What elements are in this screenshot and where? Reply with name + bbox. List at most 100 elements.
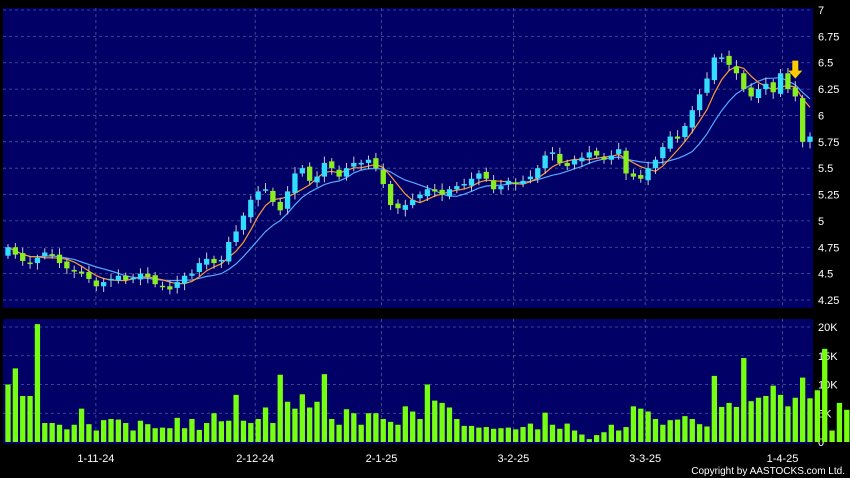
candle-body xyxy=(351,162,357,167)
volume-bar xyxy=(667,420,673,442)
candle-body xyxy=(564,162,570,167)
candle-body xyxy=(358,162,364,165)
price-tick-label: 4.5 xyxy=(818,269,833,281)
volume-bar xyxy=(586,439,592,442)
candle-body xyxy=(101,282,107,287)
volume-bar xyxy=(101,420,107,442)
volume-bar xyxy=(446,407,453,442)
volume-bar xyxy=(748,401,754,442)
candle-body xyxy=(12,247,19,255)
candle-body xyxy=(549,152,556,154)
candle-body xyxy=(432,189,438,192)
candle-body xyxy=(329,161,335,169)
candle-body xyxy=(505,180,511,185)
volume-bar xyxy=(593,435,600,442)
volume-panel: 05K10K15K20K xyxy=(3,319,850,449)
volume-bar xyxy=(711,375,717,442)
candle-body xyxy=(498,186,504,190)
volume-bar xyxy=(314,401,320,442)
candle-body xyxy=(189,273,195,276)
volume-bar xyxy=(181,428,188,442)
volume-bar xyxy=(638,408,644,442)
volume-bar xyxy=(174,417,180,442)
volume-bar xyxy=(27,396,33,442)
candle-body xyxy=(86,272,92,279)
candle-body xyxy=(557,153,563,163)
volume-bar xyxy=(741,358,747,442)
volume-bar xyxy=(719,406,725,442)
x-tick-label: 3-2-25 xyxy=(497,453,529,465)
candle-body xyxy=(5,247,11,256)
volume-bar xyxy=(483,427,489,442)
volume-bar xyxy=(86,424,92,442)
candle-body xyxy=(240,215,247,230)
volume-bar xyxy=(454,419,460,442)
volume-bar xyxy=(726,402,732,442)
x-axis: 1-11-24 2-12-24 2-1-25 3-2-25 3-3-25 1-4-25 xyxy=(77,453,798,465)
candle-body xyxy=(34,257,41,264)
x-tick-label: 3-3-25 xyxy=(629,453,661,465)
volume-bar xyxy=(689,419,695,442)
candle-body xyxy=(292,173,298,193)
volume-bar xyxy=(34,324,41,442)
candle-body xyxy=(696,94,703,111)
candle-body xyxy=(56,254,63,264)
volume-bar xyxy=(159,427,166,442)
volume-bar xyxy=(763,396,769,442)
volume-bar xyxy=(351,413,357,442)
candle-body xyxy=(645,168,651,181)
candle-body xyxy=(571,159,578,165)
candle-body xyxy=(307,166,313,181)
candle-body xyxy=(130,277,136,280)
volume-bar xyxy=(623,427,629,442)
volume-bar xyxy=(108,419,114,442)
volume-tick-label: 0 xyxy=(818,437,824,449)
candle-body xyxy=(108,278,114,281)
volume-bar xyxy=(432,400,438,442)
candle-body xyxy=(277,201,283,211)
candle-body xyxy=(807,136,813,142)
volume-bar xyxy=(20,396,26,442)
volume-bar xyxy=(277,374,283,442)
price-tick-label: 4.25 xyxy=(818,295,839,307)
volume-bar xyxy=(660,424,666,442)
candle-body xyxy=(667,136,673,149)
volume-bar xyxy=(358,424,364,442)
candle-body xyxy=(402,205,408,210)
candle-body xyxy=(623,150,629,174)
candle-body xyxy=(799,98,806,142)
copyright-label: Copyright by AASTOCKS.com Ltd. xyxy=(691,466,845,477)
volume-bar xyxy=(645,411,651,442)
x-tick-label: 2-1-25 xyxy=(366,453,398,465)
volume-bar xyxy=(557,428,563,442)
price-tick-label: 5.75 xyxy=(818,137,839,149)
candle-body xyxy=(211,258,217,264)
candle-body xyxy=(792,87,798,97)
candle-body xyxy=(483,171,489,179)
candle-body xyxy=(608,155,614,160)
candle-body xyxy=(586,152,592,158)
volume-bar xyxy=(115,419,122,442)
volume-bar xyxy=(248,423,254,442)
volume-bar xyxy=(380,419,386,442)
price-tick-label: 5.25 xyxy=(818,190,839,202)
candle-body xyxy=(719,57,725,59)
candle-body xyxy=(616,149,622,154)
volume-bar xyxy=(373,413,379,442)
volume-bar xyxy=(652,419,659,442)
volume-bar xyxy=(78,408,85,442)
volume-bar xyxy=(704,426,710,442)
volume-bar xyxy=(167,428,173,442)
volume-bar xyxy=(564,423,570,442)
candle-body xyxy=(49,254,55,256)
volume-bar xyxy=(505,427,511,442)
candle-body xyxy=(145,273,151,277)
volume-bar xyxy=(513,429,519,442)
volume-bar xyxy=(307,407,313,442)
candle-body xyxy=(387,184,394,206)
volume-bar xyxy=(137,420,144,442)
volume-bar xyxy=(233,394,239,442)
price-tick-label: 5 xyxy=(818,216,824,228)
volume-bar xyxy=(630,406,637,442)
